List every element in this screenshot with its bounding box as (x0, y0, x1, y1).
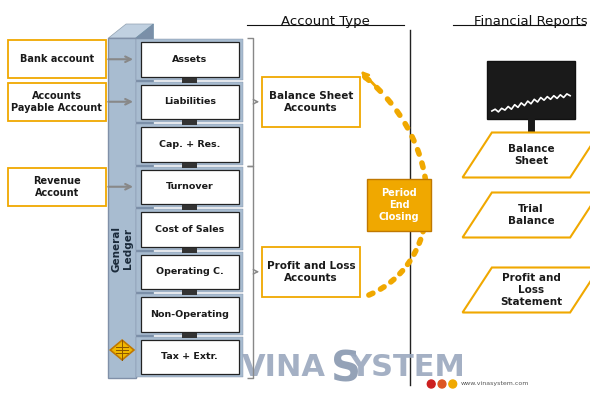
Text: Revenue
Account: Revenue Account (33, 176, 80, 198)
Text: Accounts
Payable Account: Accounts Payable Account (11, 91, 102, 112)
FancyBboxPatch shape (141, 340, 239, 374)
Text: YSTEM: YSTEM (349, 354, 465, 382)
FancyBboxPatch shape (136, 336, 244, 377)
Circle shape (427, 380, 435, 388)
Polygon shape (136, 24, 154, 378)
FancyBboxPatch shape (109, 38, 136, 378)
Circle shape (449, 380, 457, 388)
Text: Profit and Loss
Accounts: Profit and Loss Accounts (266, 261, 355, 282)
FancyBboxPatch shape (136, 39, 244, 80)
FancyBboxPatch shape (136, 294, 244, 334)
FancyBboxPatch shape (136, 82, 244, 122)
FancyBboxPatch shape (182, 162, 197, 168)
Text: Tax + Extr.: Tax + Extr. (161, 352, 218, 361)
Polygon shape (463, 192, 599, 238)
FancyBboxPatch shape (141, 42, 239, 76)
FancyBboxPatch shape (136, 124, 244, 164)
Text: S: S (331, 349, 361, 391)
Polygon shape (463, 132, 599, 178)
FancyBboxPatch shape (141, 212, 239, 246)
FancyBboxPatch shape (182, 120, 197, 125)
FancyBboxPatch shape (141, 127, 239, 162)
Text: VINA: VINA (242, 354, 326, 382)
FancyBboxPatch shape (8, 83, 106, 121)
FancyBboxPatch shape (182, 205, 197, 210)
Text: Bank account: Bank account (20, 54, 94, 64)
Text: Balance Sheet
Accounts: Balance Sheet Accounts (269, 91, 353, 112)
FancyBboxPatch shape (182, 78, 197, 82)
Text: Financial Reports: Financial Reports (474, 15, 588, 28)
FancyBboxPatch shape (182, 332, 197, 338)
Text: Trial
Balance: Trial Balance (508, 204, 554, 226)
FancyBboxPatch shape (487, 61, 575, 119)
FancyBboxPatch shape (182, 248, 197, 252)
FancyBboxPatch shape (141, 170, 239, 204)
FancyBboxPatch shape (182, 290, 197, 295)
Text: General
Ledger: General Ledger (112, 226, 133, 272)
FancyBboxPatch shape (141, 84, 239, 119)
Text: Profit and
Loss
Statement: Profit and Loss Statement (500, 274, 562, 306)
FancyBboxPatch shape (262, 247, 360, 297)
FancyBboxPatch shape (367, 179, 431, 231)
Text: Cost of Sales: Cost of Sales (155, 225, 224, 234)
FancyBboxPatch shape (262, 77, 360, 127)
Text: Turnover: Turnover (166, 182, 214, 191)
Text: www.vinasystem.com: www.vinasystem.com (461, 382, 529, 386)
Text: Liabilities: Liabilities (164, 97, 215, 106)
Text: Assets: Assets (172, 55, 207, 64)
FancyBboxPatch shape (141, 297, 239, 332)
Text: Cap. + Res.: Cap. + Res. (159, 140, 220, 149)
FancyBboxPatch shape (136, 252, 244, 292)
Polygon shape (109, 24, 154, 38)
Text: Balance
Sheet: Balance Sheet (508, 144, 554, 166)
FancyBboxPatch shape (136, 209, 244, 250)
FancyBboxPatch shape (8, 40, 106, 78)
FancyBboxPatch shape (8, 168, 106, 206)
FancyBboxPatch shape (141, 254, 239, 289)
Polygon shape (110, 340, 134, 360)
Text: Non-Operating: Non-Operating (150, 310, 229, 319)
Circle shape (438, 380, 446, 388)
Text: Operating C.: Operating C. (156, 267, 224, 276)
Polygon shape (463, 268, 599, 312)
FancyBboxPatch shape (136, 166, 244, 207)
Text: Account Type: Account Type (281, 15, 370, 28)
Text: Period
End
Closing: Period End Closing (379, 188, 419, 222)
